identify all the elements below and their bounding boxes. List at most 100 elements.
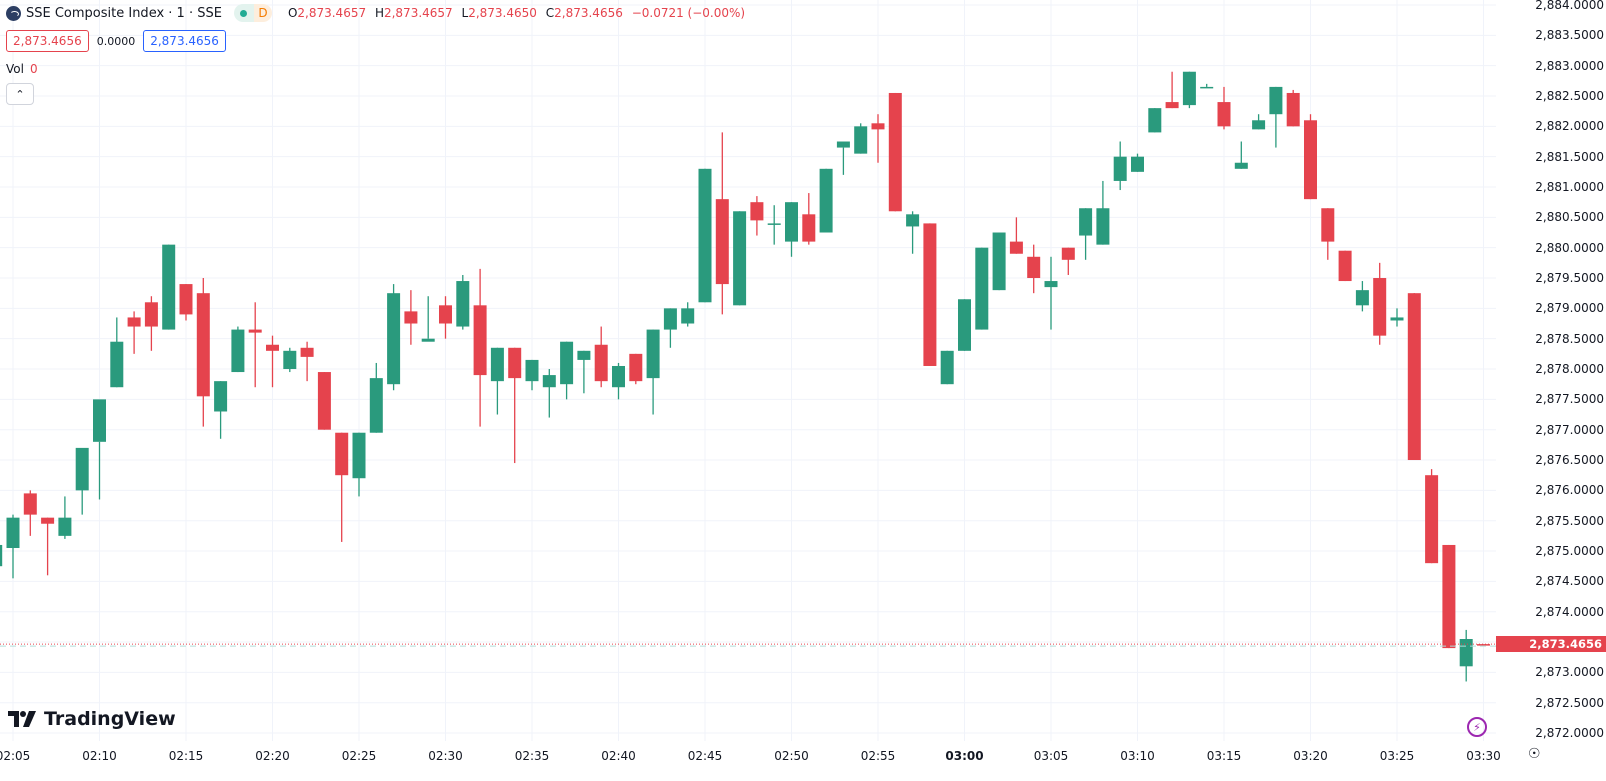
volume-value: 0 (29, 62, 38, 76)
price-tick-label: 2,877.5000 (1535, 392, 1604, 407)
price-tick-label: 2,876.5000 (1535, 453, 1604, 468)
candle (698, 168, 712, 303)
change-value: −0.0721 (−0.00%) (631, 6, 746, 20)
candle (1200, 83, 1214, 89)
time-tick-label: 03:25 (1379, 749, 1415, 763)
lightning-icon[interactable]: ⚡︎ (1467, 717, 1487, 737)
time-tick-label: 02:20 (255, 749, 290, 763)
candle (1459, 629, 1473, 682)
price-tick-label: 2,881.5000 (1535, 149, 1604, 164)
price-tick-label: 2,876.0000 (1535, 483, 1604, 498)
candle (1442, 544, 1456, 649)
price-tick-label: 2,883.0000 (1535, 58, 1604, 73)
candle (767, 205, 781, 245)
buy-button[interactable]: 2,873.4656 (143, 30, 226, 52)
chart-plot-area[interactable] (0, 0, 1496, 741)
time-tick-label: 03:30 (1466, 749, 1501, 763)
time-tick-label: 03:00 (945, 749, 984, 763)
trade-buttons: 2,873.4656 0.0000 2,873.4656 (6, 30, 226, 52)
candle (335, 432, 349, 542)
price-tick-label: 2,872.0000 (1535, 726, 1604, 741)
candle (992, 232, 1006, 291)
candle (836, 141, 850, 175)
price-tick-label: 2,877.0000 (1535, 422, 1604, 437)
candle (266, 335, 279, 388)
candle (1131, 153, 1144, 172)
status-pill[interactable]: D (233, 4, 272, 22)
candle (162, 244, 176, 330)
candle (41, 517, 55, 576)
candle (1079, 208, 1093, 260)
candle (577, 350, 591, 394)
time-tick-label: 02:25 (341, 749, 377, 763)
candle (214, 381, 228, 439)
sse-logo-icon (6, 5, 21, 21)
candle (854, 123, 868, 154)
volume-label: Vol (6, 62, 24, 76)
time-tick-label: 03:10 (1120, 749, 1155, 763)
price-axis[interactable]: 2,884.0000 2,883.5000 2,883.0000 2,882.5000… (1496, 0, 1606, 741)
time-tick-label: 02:15 (168, 749, 204, 763)
candle (542, 369, 556, 418)
candle (750, 196, 764, 236)
candle (1373, 262, 1387, 345)
candle (802, 193, 816, 245)
candle (785, 202, 798, 257)
candle (283, 347, 297, 373)
collapse-legend-button[interactable]: ⌃ (6, 83, 34, 105)
candle (646, 329, 660, 415)
candle (352, 432, 366, 497)
chevron-up-icon: ⌃ (15, 87, 25, 101)
candle (612, 362, 625, 400)
spread-value: 0.0000 (96, 34, 136, 48)
candle (1009, 217, 1023, 254)
tradingview-logo-icon (8, 711, 36, 727)
settings-hexagon-icon[interactable]: ☉ (1528, 746, 1541, 762)
candle (871, 114, 885, 163)
symbol-title[interactable]: SSE Composite Index · 1 · SSE (26, 5, 222, 21)
time-tick-label: 03:05 (1033, 749, 1069, 763)
candle (248, 302, 262, 388)
candle (906, 211, 920, 254)
time-tick-label: 03:15 (1206, 749, 1242, 763)
candle (23, 490, 37, 536)
time-axis[interactable]: 02:05 02:10 02:15 02:20 02:25 02:30 02:35 02:40… (0, 741, 1501, 781)
candle (93, 399, 106, 500)
candle (1252, 114, 1266, 130)
candle (6, 514, 20, 579)
candle (733, 211, 747, 306)
candle (144, 296, 158, 351)
tradingview-logo[interactable]: TradingView (8, 708, 176, 730)
candle (525, 359, 539, 391)
candle (594, 326, 608, 388)
price-tick-label: 2,879.0000 (1535, 301, 1604, 316)
candle (681, 302, 695, 327)
price-tick-label: 2,878.5000 (1535, 331, 1604, 346)
candle (1425, 469, 1439, 564)
price-tick-label: 2,873.0000 (1535, 665, 1604, 680)
candle (975, 247, 989, 330)
price-tick-label: 2,879.5000 (1535, 271, 1604, 285)
candle (1321, 208, 1335, 260)
ohlc-values: O2,873.4657 H2,873.4657 L2,873.4650 C2,8… (287, 6, 746, 20)
candle (490, 347, 504, 415)
candle (421, 296, 435, 342)
candle (1061, 247, 1075, 275)
candlestick-canvas[interactable] (0, 0, 1496, 741)
price-tick-label: 2,872.5000 (1535, 695, 1604, 710)
time-tick-label: 02:55 (860, 749, 896, 763)
time-tick-label: 03:20 (1293, 749, 1328, 763)
candle (196, 278, 210, 427)
time-tick-label: 02:10 (82, 749, 117, 763)
candle (1044, 256, 1058, 330)
sell-button[interactable]: 2,873.4656 (6, 30, 89, 52)
candle (1217, 86, 1231, 130)
data-badge: D (253, 4, 272, 22)
time-tick-label: 02:30 (428, 749, 463, 763)
time-tick-label: 02:45 (687, 749, 723, 763)
candle (369, 362, 383, 433)
candle (1113, 141, 1127, 191)
candle (1286, 89, 1300, 127)
candle (715, 132, 729, 315)
candle (404, 290, 418, 345)
